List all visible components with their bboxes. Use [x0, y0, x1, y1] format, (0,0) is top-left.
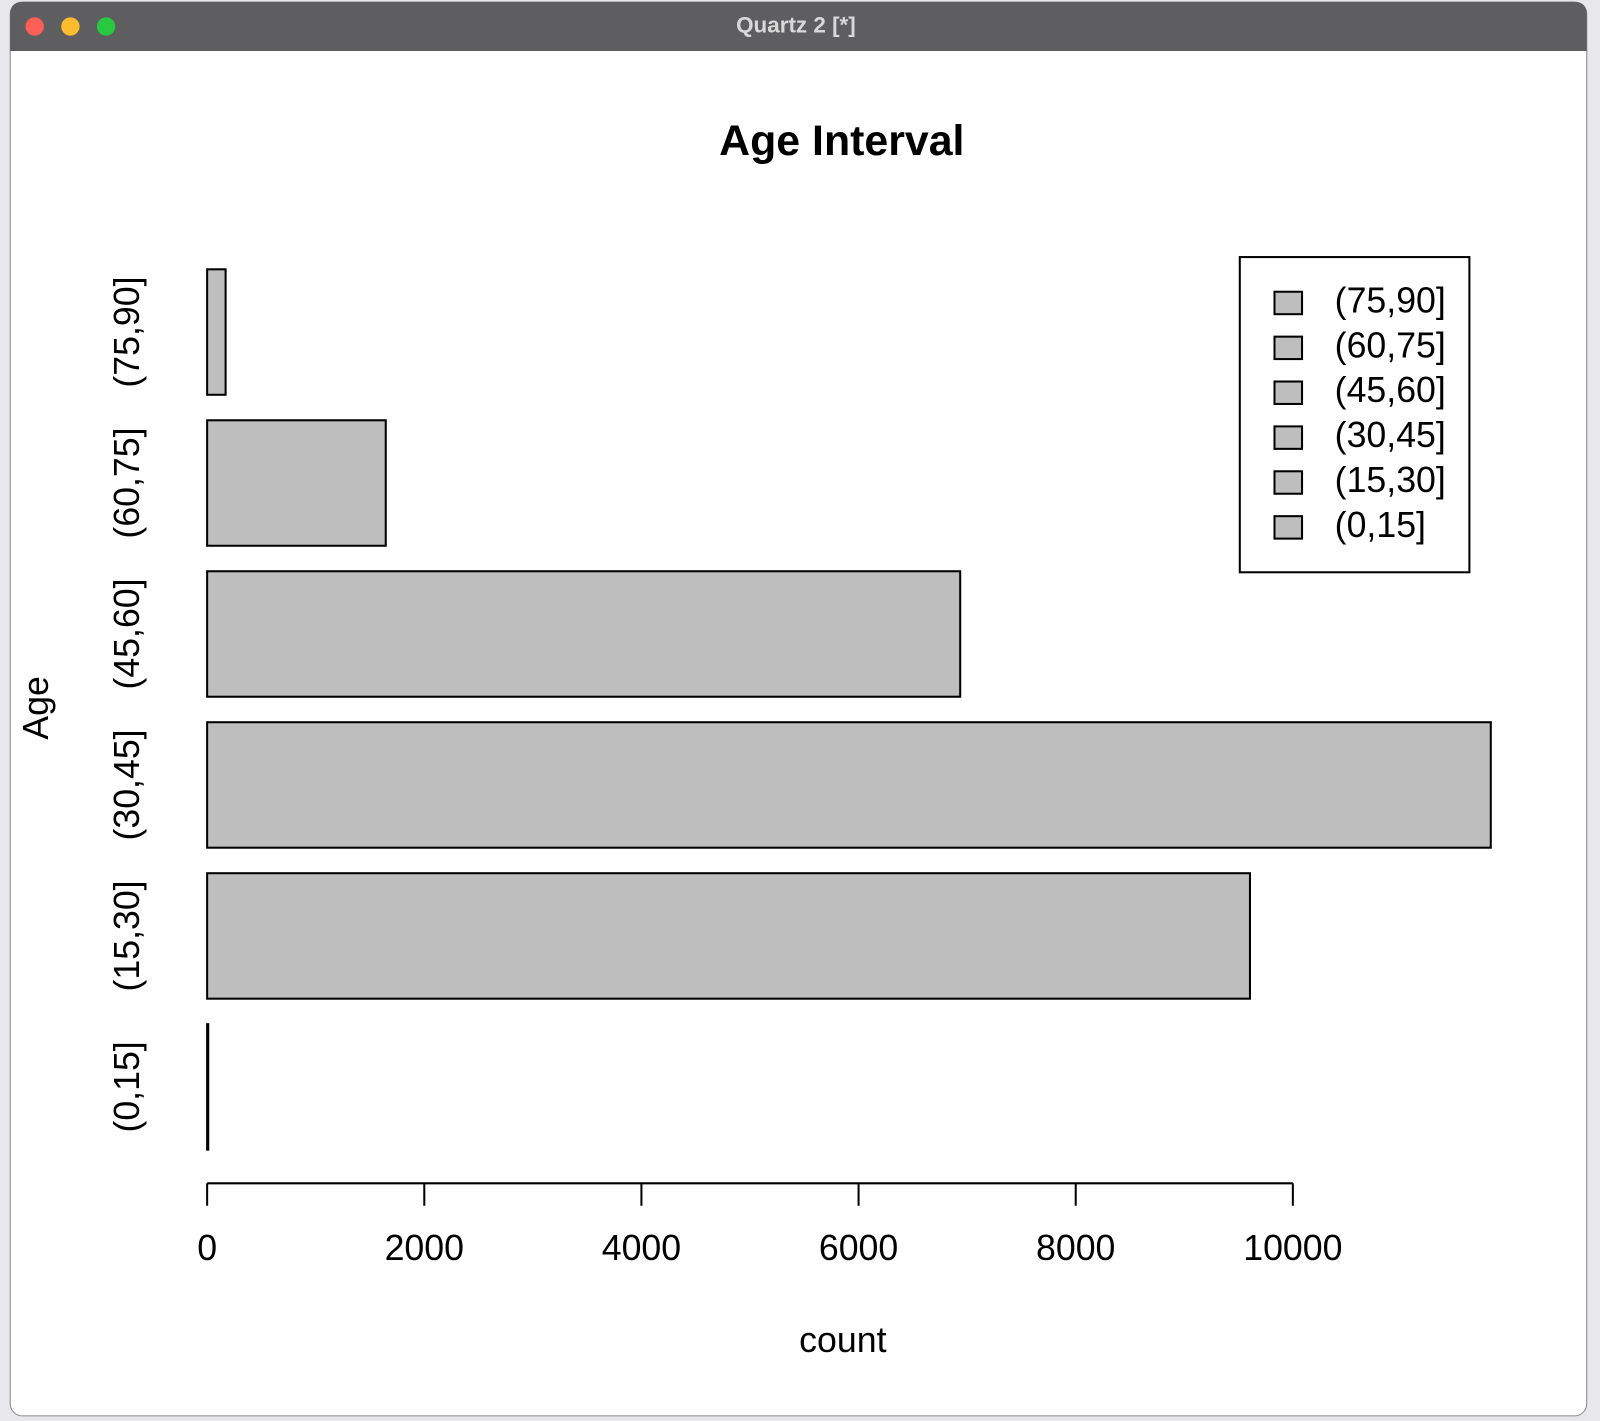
- legend-swatch: [1273, 290, 1304, 316]
- title-bar: [10, 2, 1587, 52]
- bar: [206, 872, 1251, 1000]
- legend-swatch: [1273, 425, 1304, 450]
- y-tick-label: (15,30]: [107, 880, 147, 991]
- legend-swatch: [1273, 515, 1304, 540]
- bar: [206, 570, 962, 698]
- bar: [206, 1023, 210, 1151]
- x-tick-label: 4000: [602, 1228, 681, 1268]
- y-tick-label: (60,75]: [107, 427, 147, 538]
- y-tick-label: (0,15]: [107, 1041, 147, 1132]
- legend-swatch: [1273, 335, 1304, 361]
- legend-label: (30,45]: [1335, 415, 1446, 455]
- zoom-button[interactable]: [96, 17, 116, 36]
- legend-label: (60,75]: [1335, 325, 1446, 365]
- bar: [206, 268, 227, 396]
- minimize-button[interactable]: [61, 17, 80, 36]
- legend-swatch: [1273, 470, 1304, 495]
- legend-label: (15,30]: [1335, 460, 1446, 500]
- y-axis-label: Age: [16, 676, 56, 739]
- x-tick-label: 8000: [1036, 1228, 1115, 1268]
- y-tick-label: (45,60]: [107, 578, 147, 689]
- legend-label: (45,60]: [1335, 370, 1446, 410]
- bar: [206, 419, 387, 547]
- window: [9, 1, 1588, 1417]
- legend-label: (0,15]: [1335, 505, 1426, 545]
- window-title: Quartz 2 [*]: [736, 12, 856, 37]
- x-axis-label: count: [799, 1320, 886, 1360]
- x-tick-label: 10000: [1243, 1228, 1342, 1268]
- x-tick-label: 6000: [819, 1228, 898, 1268]
- close-button[interactable]: [25, 17, 44, 36]
- legend-label: (75,90]: [1335, 280, 1446, 320]
- y-tick-label: (30,45]: [107, 729, 147, 840]
- chart-title: Age Interval: [719, 117, 964, 165]
- bar: [206, 721, 1492, 849]
- y-tick-label: (75,90]: [107, 276, 147, 387]
- x-tick-label: 2000: [385, 1228, 464, 1268]
- legend-swatch: [1273, 380, 1304, 405]
- x-tick-label: 0: [197, 1228, 217, 1268]
